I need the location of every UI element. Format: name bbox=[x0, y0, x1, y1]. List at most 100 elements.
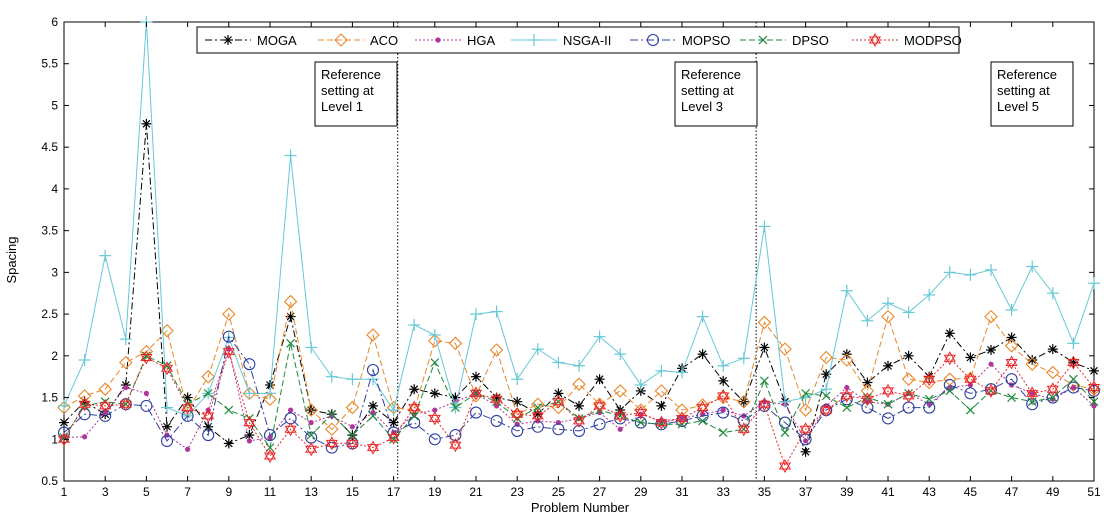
data-point bbox=[1027, 354, 1038, 365]
data-point bbox=[819, 350, 833, 365]
data-point bbox=[717, 388, 730, 403]
y-tick-label: 2 bbox=[51, 349, 58, 363]
data-point bbox=[617, 426, 623, 432]
data-point bbox=[903, 350, 914, 361]
series-dpso bbox=[59, 338, 1099, 453]
data-point bbox=[984, 383, 998, 398]
data-point bbox=[902, 388, 915, 403]
data-point bbox=[964, 372, 977, 387]
data-point bbox=[593, 330, 606, 343]
series-line-nsga-ii bbox=[63, 21, 1095, 417]
reference-annotation-text: Level 3 bbox=[681, 99, 723, 114]
data-point bbox=[720, 407, 726, 413]
data-point bbox=[284, 422, 297, 437]
data-point bbox=[1027, 397, 1037, 407]
x-tick-label: 37 bbox=[799, 485, 813, 499]
data-point bbox=[57, 432, 71, 447]
data-point bbox=[511, 373, 524, 386]
reference-annotation-box bbox=[674, 61, 758, 127]
data-point bbox=[368, 411, 378, 421]
data-point bbox=[368, 400, 378, 411]
data-point bbox=[450, 403, 460, 412]
data-point bbox=[842, 403, 852, 412]
data-point bbox=[334, 33, 348, 47]
data-point bbox=[78, 353, 91, 366]
y-tick-label: 5 bbox=[51, 98, 58, 112]
reference-annotation-text: setting at bbox=[681, 83, 734, 98]
reference-annotation-text: Reference bbox=[681, 67, 741, 82]
data-point bbox=[901, 372, 916, 386]
data-point bbox=[656, 400, 667, 411]
data-point bbox=[881, 412, 895, 425]
data-point bbox=[59, 417, 69, 428]
data-point bbox=[305, 341, 318, 354]
data-point bbox=[1087, 380, 1101, 395]
x-tick-label: 47 bbox=[1005, 485, 1019, 499]
x-tick-label: 51 bbox=[1087, 485, 1101, 499]
data-point bbox=[882, 297, 894, 310]
data-point bbox=[800, 446, 811, 457]
tick-labels: 1 3 5 7 9 11 13 15 17 19 21 23 25 27 29 31 33 35 37 39 41 43 4… bbox=[41, 15, 1101, 499]
x-tick-label: 45 bbox=[964, 485, 978, 499]
data-point bbox=[861, 314, 874, 327]
data-point bbox=[1025, 357, 1039, 371]
data-point bbox=[284, 412, 297, 425]
legend-label: NSGA-II bbox=[563, 33, 611, 48]
data-point bbox=[1048, 393, 1058, 402]
data-point bbox=[162, 361, 172, 371]
x-tick-label: 19 bbox=[428, 485, 442, 499]
data-point bbox=[531, 408, 544, 423]
data-point bbox=[1046, 365, 1060, 380]
legend-item-hga: HGA bbox=[415, 33, 496, 48]
data-point bbox=[1005, 373, 1018, 386]
data-point bbox=[349, 424, 355, 430]
x-tick-label: 27 bbox=[593, 485, 607, 499]
reference-annotation-text: Level 1 bbox=[321, 99, 363, 114]
y-tick-label: 3 bbox=[51, 265, 58, 279]
data-point bbox=[737, 422, 750, 437]
legend-item-modpso: MODPSO bbox=[852, 33, 962, 48]
data-point bbox=[430, 358, 440, 367]
reference-annotation-box bbox=[314, 61, 398, 127]
data-point bbox=[1004, 339, 1019, 353]
data-point bbox=[646, 33, 660, 47]
data-point bbox=[58, 399, 70, 412]
data-point bbox=[924, 394, 934, 404]
data-point bbox=[428, 334, 442, 348]
data-point bbox=[325, 436, 338, 451]
data-point bbox=[573, 359, 585, 372]
data-point bbox=[428, 411, 441, 426]
data-point bbox=[1006, 332, 1017, 343]
reference-annotation-box bbox=[990, 61, 1074, 127]
data-point bbox=[346, 436, 359, 451]
data-point bbox=[408, 416, 421, 429]
data-point bbox=[263, 449, 277, 463]
y-tick-label: 5.5 bbox=[41, 57, 58, 71]
x-tick-label: 13 bbox=[305, 485, 319, 499]
x-tick-label: 15 bbox=[346, 485, 360, 499]
data-point bbox=[1046, 287, 1059, 300]
x-tick-label: 31 bbox=[675, 485, 689, 499]
data-point bbox=[552, 356, 565, 369]
data-point bbox=[821, 391, 831, 401]
reference-annotation-text: setting at bbox=[997, 83, 1050, 98]
legend-item-mopso: MOPSO bbox=[630, 33, 730, 48]
data-point bbox=[1089, 365, 1099, 376]
data-point bbox=[387, 404, 400, 417]
x-tick-label: 23 bbox=[511, 485, 525, 499]
data-point bbox=[758, 35, 768, 45]
data-point bbox=[759, 376, 769, 386]
data-point bbox=[119, 397, 132, 412]
data-point bbox=[634, 416, 647, 429]
data-point bbox=[757, 315, 772, 330]
legend-label: ACO bbox=[370, 33, 398, 48]
data-point bbox=[143, 390, 149, 396]
data-point bbox=[449, 438, 462, 453]
data-point bbox=[718, 375, 729, 386]
data-point bbox=[778, 342, 792, 356]
data-point bbox=[1070, 384, 1076, 391]
data-point bbox=[1091, 403, 1097, 409]
series-line-mopso bbox=[63, 335, 1095, 449]
x-tick-label: 7 bbox=[184, 485, 191, 499]
